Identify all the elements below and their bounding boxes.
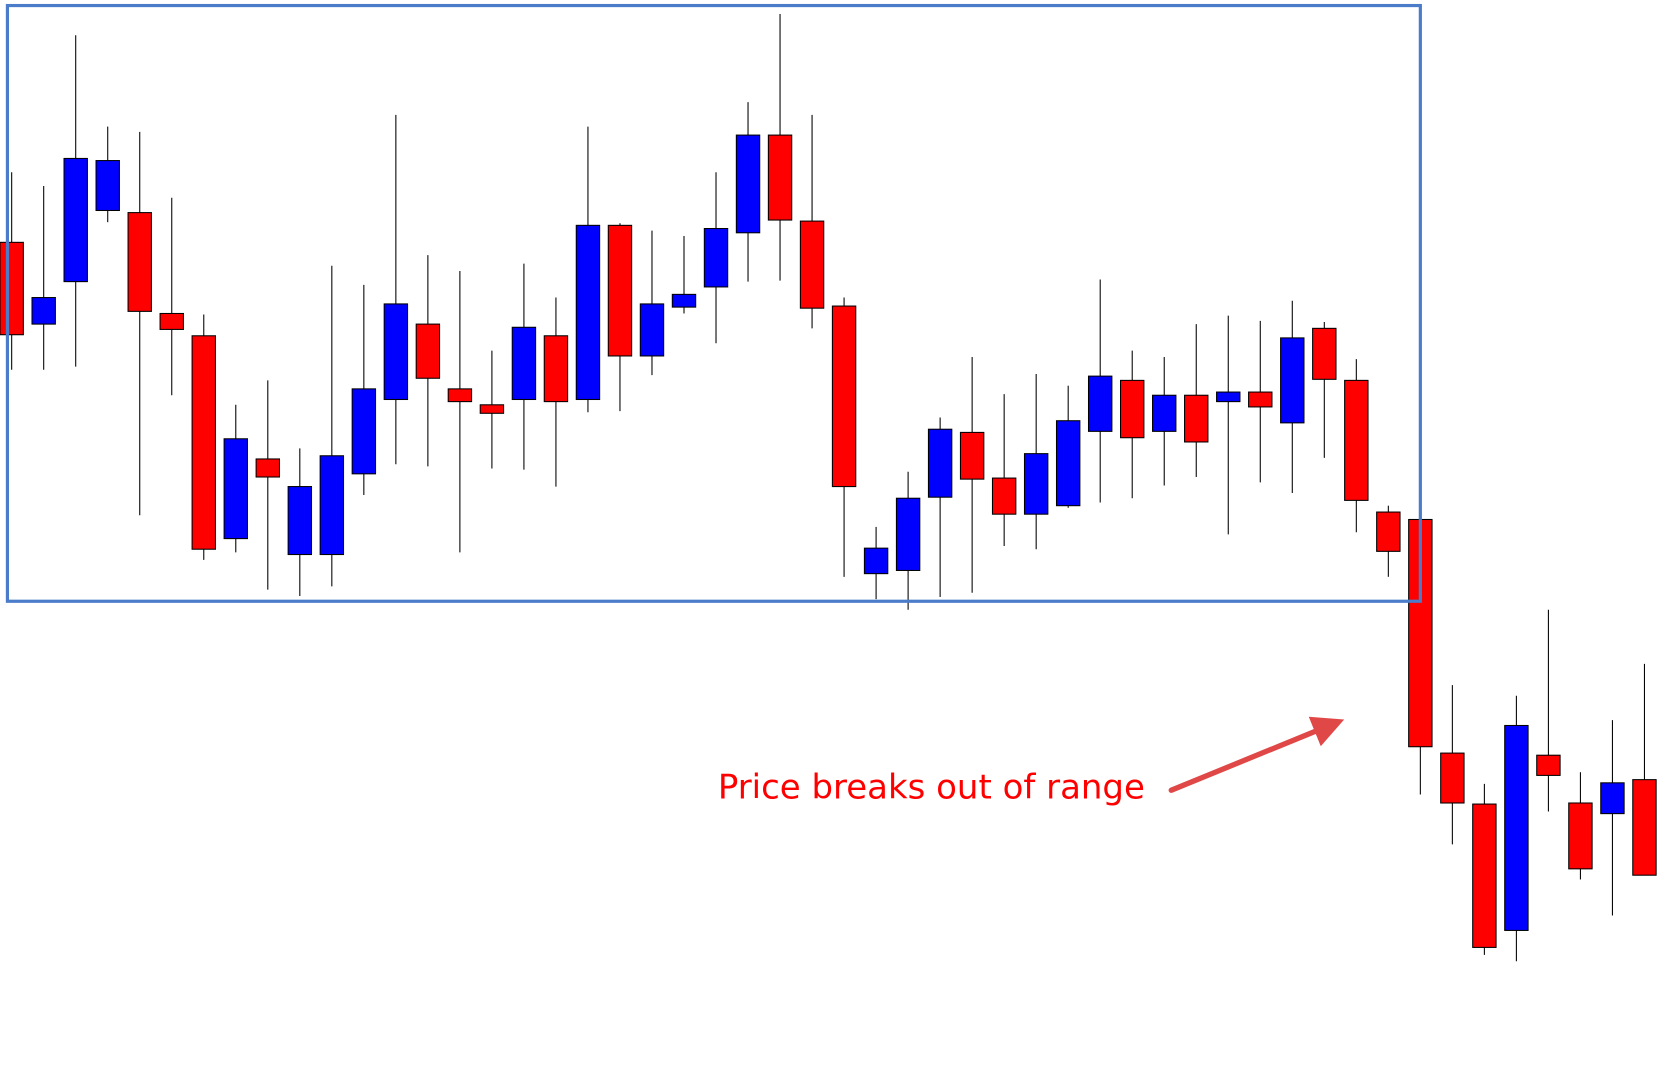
candle-body	[223, 438, 248, 540]
candle-body	[1119, 379, 1145, 439]
annotation-arrow	[1168, 716, 1345, 793]
candle-body	[1344, 379, 1369, 501]
candle-body	[1184, 394, 1209, 443]
candle-body	[415, 323, 441, 379]
candle-body	[895, 497, 921, 571]
candle-body	[0, 241, 24, 336]
candle-body	[671, 293, 697, 308]
candle-body	[543, 335, 569, 403]
candle-body	[1632, 779, 1657, 876]
candle-body	[703, 228, 729, 288]
candle-body	[1216, 391, 1241, 403]
candle-body	[639, 303, 665, 357]
candle-body	[351, 388, 377, 475]
candle-body	[1504, 724, 1529, 931]
candle-body	[63, 157, 88, 283]
candle-body	[1055, 420, 1081, 507]
candle-body	[95, 160, 120, 212]
candle-body	[575, 224, 601, 401]
candle-body	[447, 388, 473, 403]
candle-body	[1152, 394, 1177, 432]
candle-body	[991, 477, 1017, 515]
candle-body	[1600, 782, 1625, 815]
candle-body	[1472, 803, 1497, 948]
candle-body	[319, 455, 345, 556]
candle-body	[255, 458, 281, 478]
candle-body	[1376, 511, 1401, 552]
candle-body	[1280, 337, 1305, 424]
annotation: Price breaks out of range	[718, 768, 1145, 808]
candle-body	[959, 431, 985, 480]
candle-body	[31, 297, 56, 325]
candle-body	[383, 303, 409, 401]
range-box	[5, 3, 1422, 603]
candle-body	[159, 312, 184, 330]
candle-body	[607, 224, 633, 357]
candle-body	[799, 220, 825, 309]
candle-body	[287, 486, 313, 556]
candle-body	[1440, 752, 1465, 804]
candle-body	[1312, 327, 1337, 380]
candle-body	[1023, 453, 1049, 515]
candle-body	[1248, 391, 1273, 408]
candle-body	[1087, 375, 1113, 432]
candle-body	[927, 428, 953, 498]
candle-body	[1568, 802, 1593, 870]
candle-body	[511, 326, 537, 401]
candle-body	[1536, 754, 1561, 776]
candle-body	[479, 404, 505, 414]
candle-body	[127, 212, 152, 312]
candle-body	[767, 134, 793, 221]
candle-body	[831, 305, 857, 488]
candle-body	[735, 134, 761, 234]
candle-body	[191, 335, 216, 550]
candle-body	[863, 547, 889, 575]
